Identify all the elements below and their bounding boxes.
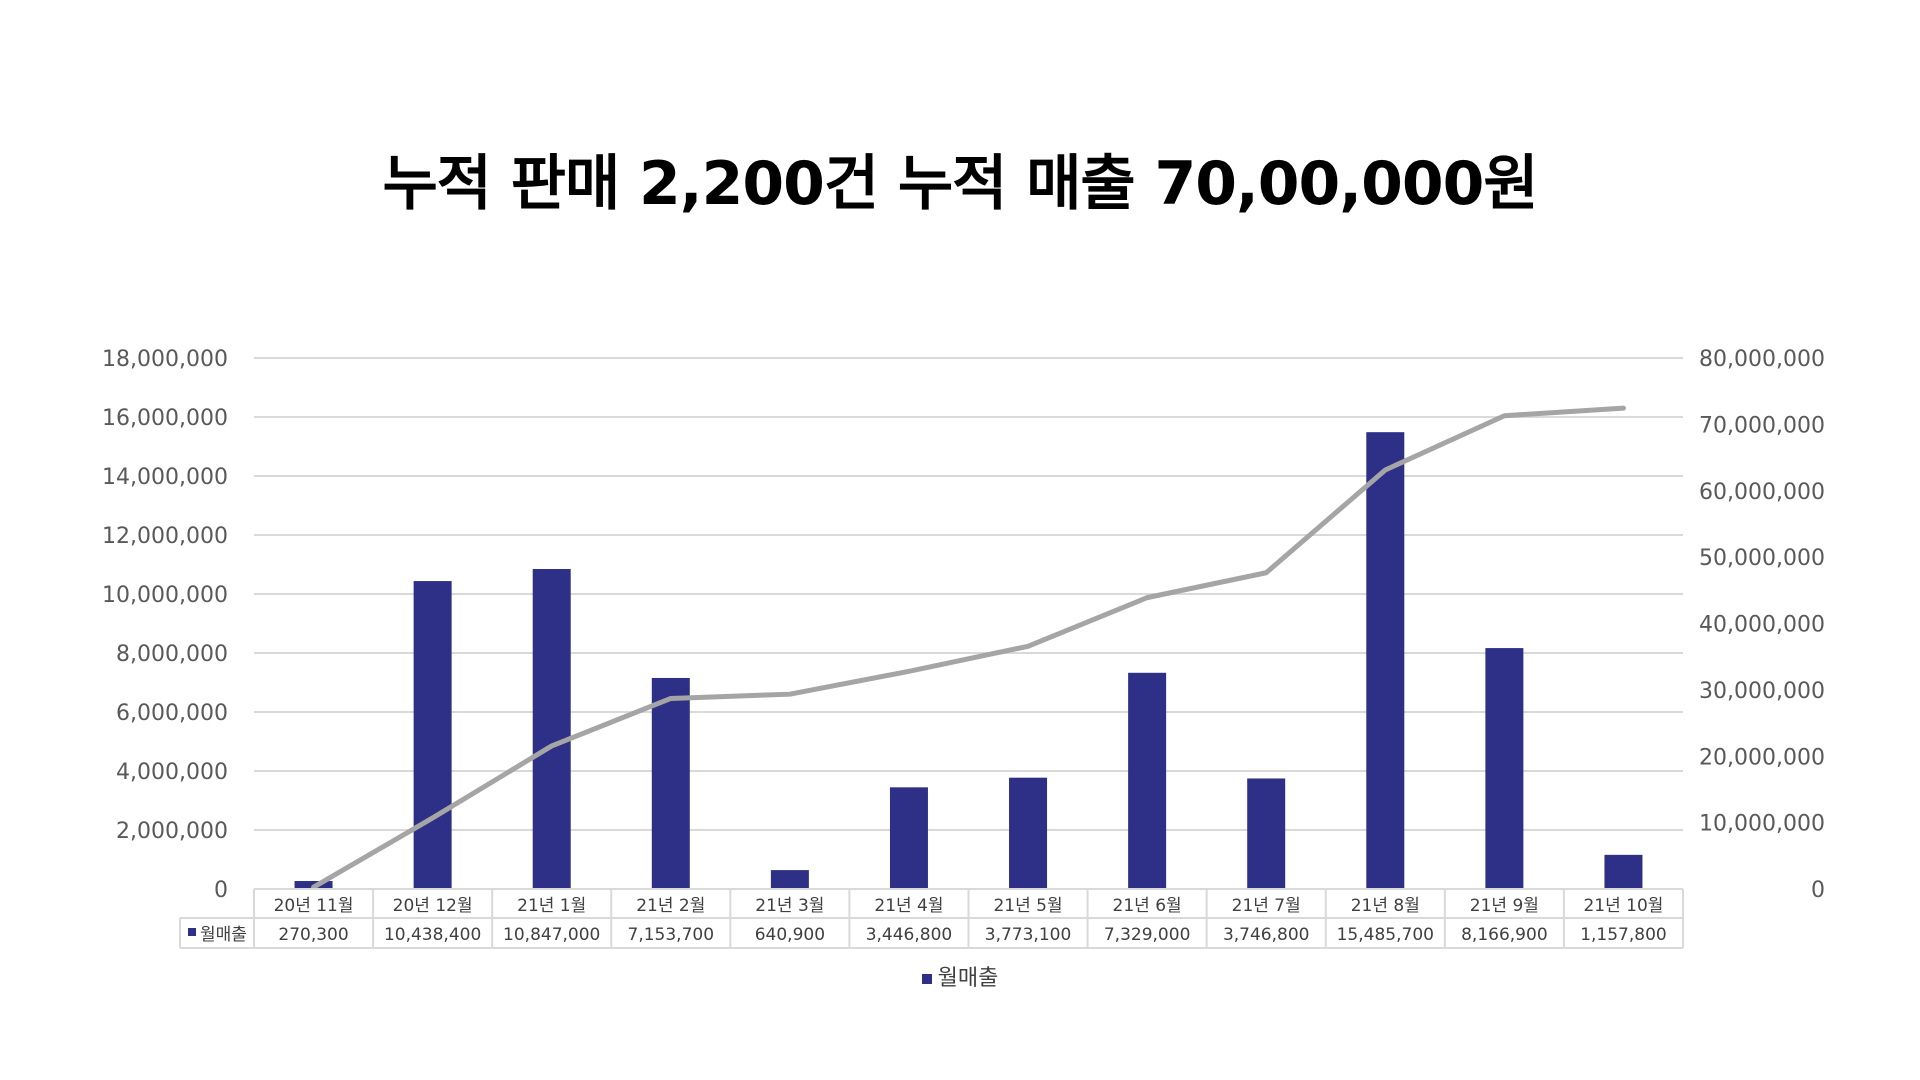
data-label: 270,300: [278, 925, 348, 945]
bar: [413, 581, 452, 889]
data-table: 20년 11월 270,300 20년 12월 10,438,400 21년 1월 10,…: [179, 888, 1684, 949]
data-label: 3,746,800: [1223, 925, 1310, 945]
left-axis: 0 2,000,000 4,000,000 6,000,000 8,000,000 10,…: [102, 347, 228, 903]
left-tick-label: 4,000,000: [116, 760, 228, 785]
left-tick-label: 12,000,000: [102, 524, 228, 549]
data-label: 7,329,000: [1104, 925, 1191, 945]
category-label: 21년 8월: [1351, 896, 1420, 916]
bar: [1009, 777, 1048, 889]
line-path: [311, 405, 1626, 890]
right-tick-label: 60,000,000: [1699, 480, 1825, 505]
line-series: [311, 405, 1626, 890]
category-label: 21년 1월: [517, 896, 586, 916]
bar: [770, 870, 809, 889]
category-label: 21년 4월: [874, 896, 943, 916]
legend-swatch: [921, 974, 932, 984]
data-label: 640,900: [755, 925, 825, 945]
category-label: 21년 3월: [755, 896, 824, 916]
category-label: 21년 5월: [993, 896, 1062, 916]
right-tick-label: 0: [1811, 878, 1825, 903]
gridlines: [254, 357, 1683, 890]
right-tick-label: 70,000,000: [1699, 413, 1825, 438]
category-label: 20년 11월: [274, 896, 354, 916]
legend: 월매출: [0, 960, 1920, 992]
bar: [1128, 672, 1167, 889]
bar: [1247, 778, 1286, 889]
data-label: 10,847,000: [503, 925, 600, 945]
right-tick-label: 40,000,000: [1699, 613, 1825, 638]
right-tick-label: 10,000,000: [1699, 812, 1825, 837]
bar: [532, 569, 571, 889]
category-label: 20년 12월: [393, 896, 473, 916]
legend-label: 월매출: [937, 966, 999, 991]
category-label: 21년 2월: [636, 896, 705, 916]
right-tick-label: 30,000,000: [1699, 679, 1825, 704]
data-label: 7,153,700: [628, 925, 715, 945]
left-tick-label: 0: [214, 878, 228, 903]
bar: [889, 787, 928, 889]
left-tick-label: 10,000,000: [102, 583, 228, 608]
right-tick-label: 80,000,000: [1699, 347, 1825, 372]
right-axis: 0 10,000,000 20,000,000 30,000,000 40,000,00…: [1699, 347, 1825, 903]
table-series-name: 월매출: [200, 925, 247, 945]
category-label: 21년 10월: [1583, 896, 1663, 916]
bar: [1366, 432, 1405, 889]
left-tick-label: 14,000,000: [102, 465, 228, 490]
data-label: 1,157,800: [1580, 925, 1667, 945]
page-title: 누적 판매 2,200건 누적 매출 70,00,000원: [382, 149, 1538, 219]
data-label: 3,446,800: [866, 925, 953, 945]
bar: [1485, 648, 1524, 889]
left-tick-label: 6,000,000: [116, 701, 228, 726]
left-tick-label: 2,000,000: [116, 819, 228, 844]
data-label: 8,166,900: [1461, 925, 1548, 945]
bar-series: [294, 432, 1643, 889]
data-label: 15,485,700: [1337, 925, 1434, 945]
table-series-swatch: [188, 928, 196, 936]
bar: [1604, 854, 1643, 889]
category-label: 21년 6월: [1113, 896, 1182, 916]
bar: [651, 677, 690, 889]
right-tick-label: 20,000,000: [1699, 745, 1825, 770]
category-label: 21년 7월: [1232, 896, 1301, 916]
left-tick-label: 16,000,000: [102, 406, 228, 431]
right-tick-label: 50,000,000: [1699, 546, 1825, 571]
left-tick-label: 8,000,000: [116, 642, 228, 667]
data-label: 10,438,400: [384, 925, 481, 945]
data-label: 3,773,100: [985, 925, 1072, 945]
left-tick-label: 18,000,000: [102, 347, 228, 372]
category-label: 21년 9월: [1470, 896, 1539, 916]
